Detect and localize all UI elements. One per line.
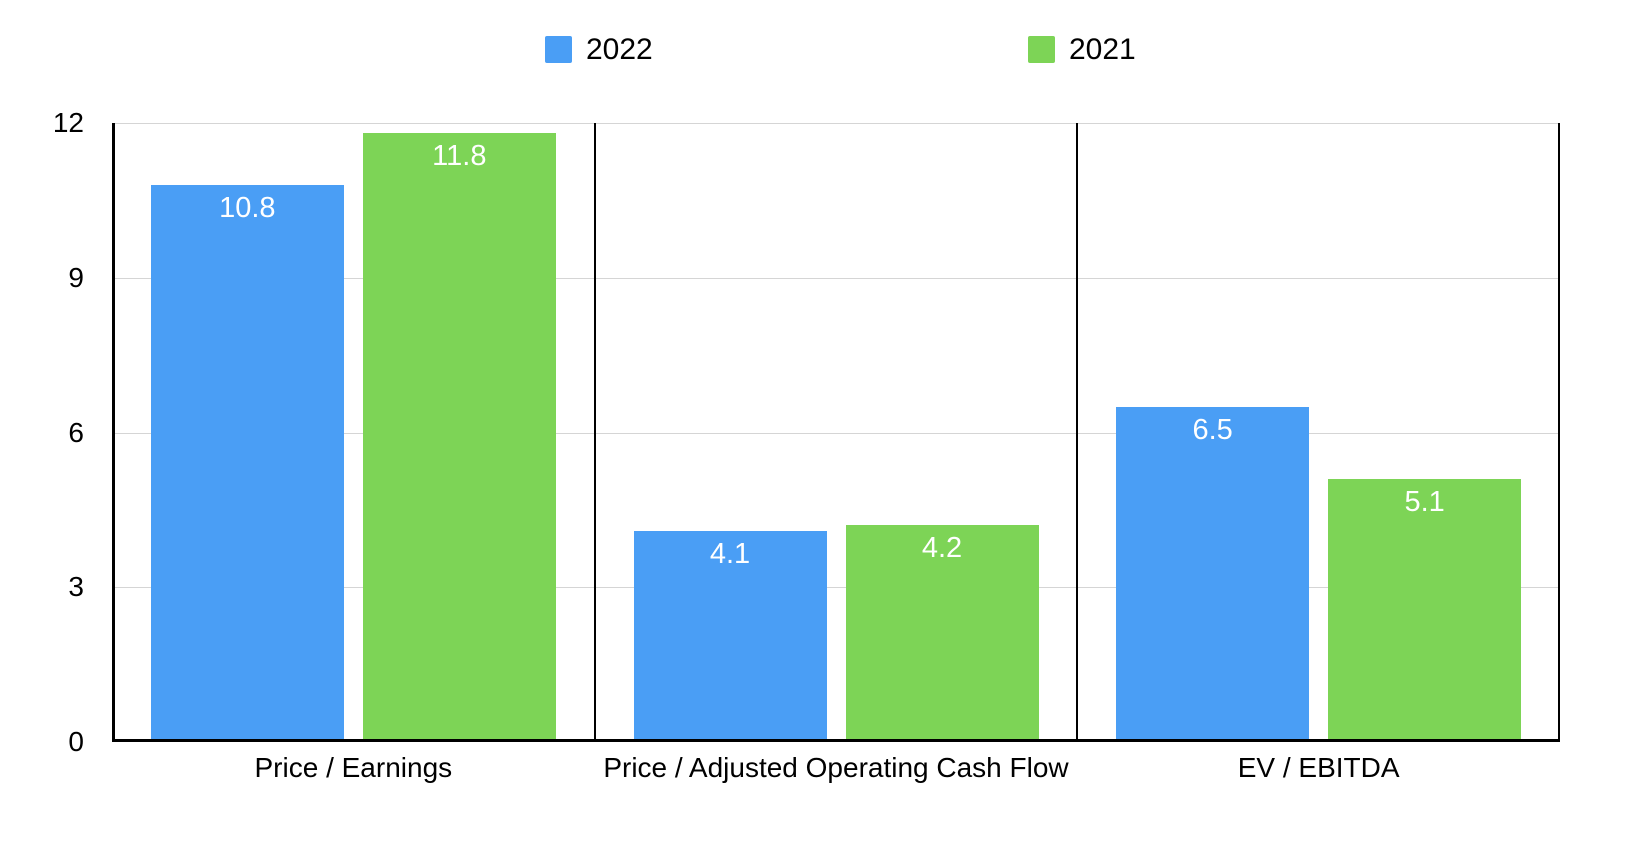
bar-2022-2: 4.1: [633, 530, 827, 739]
section-divider: [1076, 123, 1078, 742]
plot-right-border: [1558, 123, 1560, 742]
bar-2021-2: 4.2: [845, 525, 1039, 739]
gridline-top: [112, 123, 1560, 124]
x-axis-line: [112, 739, 1560, 742]
bar-2022-1: 10.8: [150, 184, 344, 739]
gridline: [112, 432, 1560, 434]
legend-item-2022: 2022: [545, 33, 653, 66]
legend-item-2021: 2021: [1028, 33, 1136, 66]
legend-swatch-2022: [545, 36, 572, 63]
plot-area: 10.8 11.8 4.1 4.2 6.5 5.1: [112, 123, 1560, 742]
y-axis-tick-label: 3: [68, 571, 84, 603]
category-label: Price / Earnings: [254, 752, 453, 783]
bar-2021-3: 5.1: [1328, 478, 1522, 739]
bar-value-label: 11.8: [432, 140, 487, 173]
bar-value-label: 10.8: [219, 191, 276, 224]
bar-value-label: 6.5: [1192, 413, 1233, 446]
bar-value-label: 5.1: [1404, 485, 1445, 518]
gridline: [112, 587, 1560, 589]
section-divider: [594, 123, 596, 742]
bar-value-label: 4.1: [709, 537, 751, 570]
y-axis-line: [112, 123, 115, 742]
legend-swatch-2021: [1028, 36, 1055, 63]
bar-2021-1: 11.8: [362, 133, 556, 739]
y-axis-tick-label: 9: [68, 261, 84, 293]
y-axis-tick-label: 6: [68, 416, 84, 448]
category-label: Price / Adjusted Operating Cash Flow: [603, 752, 1069, 783]
y-axis-tick-label: 0: [68, 726, 84, 757]
category-label: EV / EBITDA: [1237, 752, 1400, 783]
bar-value-label: 4.2: [921, 532, 963, 565]
legend-label-2021: 2021: [1069, 33, 1136, 66]
legend-label-2022: 2022: [586, 33, 653, 66]
gridline: [112, 277, 1560, 279]
bar-2022-3: 6.5: [1116, 406, 1310, 739]
y-axis-tick-label: 12: [52, 107, 84, 138]
